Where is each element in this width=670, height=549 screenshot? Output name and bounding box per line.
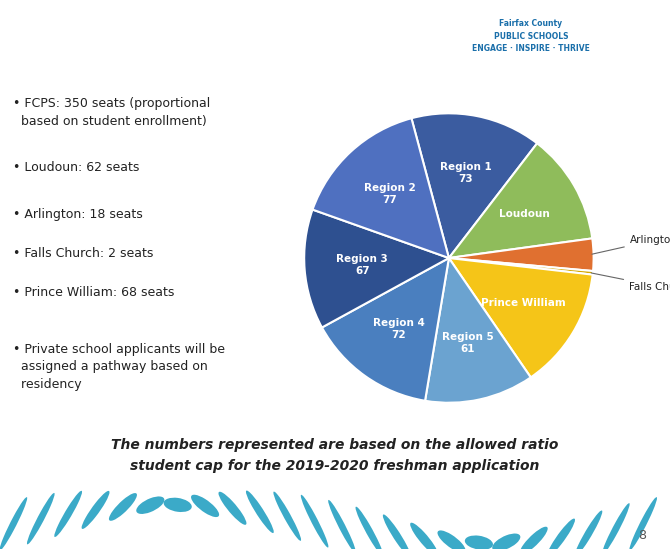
Ellipse shape bbox=[575, 511, 602, 549]
Ellipse shape bbox=[273, 491, 301, 541]
Ellipse shape bbox=[383, 514, 411, 549]
Text: Falls Church: Falls Church bbox=[591, 273, 670, 292]
Ellipse shape bbox=[218, 492, 247, 525]
Text: • FCPS: 350 seats (proportional
  based on student enrollment): • FCPS: 350 seats (proportional based on… bbox=[13, 97, 210, 128]
Text: Region 1
73: Region 1 73 bbox=[440, 162, 492, 184]
Ellipse shape bbox=[438, 530, 466, 549]
Text: The numbers represented are based on the allowed ratio
student cap for the 2019-: The numbers represented are based on the… bbox=[111, 438, 559, 473]
Ellipse shape bbox=[246, 490, 274, 533]
Ellipse shape bbox=[163, 498, 192, 512]
Wedge shape bbox=[425, 258, 531, 403]
Ellipse shape bbox=[328, 500, 356, 549]
Wedge shape bbox=[411, 113, 537, 258]
Wedge shape bbox=[449, 258, 593, 274]
Ellipse shape bbox=[82, 491, 109, 529]
Ellipse shape bbox=[629, 497, 657, 549]
Ellipse shape bbox=[27, 493, 54, 545]
Ellipse shape bbox=[0, 497, 27, 549]
Text: Region 3
67: Region 3 67 bbox=[336, 254, 388, 276]
Text: Region 5
61: Region 5 61 bbox=[442, 332, 494, 354]
Ellipse shape bbox=[109, 493, 137, 521]
Ellipse shape bbox=[520, 526, 547, 549]
Text: 8: 8 bbox=[639, 529, 647, 542]
Ellipse shape bbox=[301, 495, 328, 547]
Wedge shape bbox=[312, 118, 449, 258]
Ellipse shape bbox=[465, 535, 493, 549]
Text: Prince William: Prince William bbox=[481, 298, 565, 308]
Ellipse shape bbox=[191, 495, 219, 517]
Text: Region 4
72: Region 4 72 bbox=[373, 318, 425, 340]
Text: Loudoun: Loudoun bbox=[498, 210, 549, 220]
Ellipse shape bbox=[136, 496, 164, 514]
Text: • Falls Church: 2 seats: • Falls Church: 2 seats bbox=[13, 247, 153, 260]
Text: Region 2
77: Region 2 77 bbox=[364, 183, 416, 205]
Text: Pathway Composition: Pathway Composition bbox=[12, 28, 317, 52]
Text: • Loudoun: 62 seats: • Loudoun: 62 seats bbox=[13, 161, 139, 175]
Ellipse shape bbox=[54, 491, 82, 537]
Text: • Arlington: 18 seats: • Arlington: 18 seats bbox=[13, 208, 142, 221]
Text: • Prince William: 68 seats: • Prince William: 68 seats bbox=[13, 286, 174, 299]
Ellipse shape bbox=[356, 507, 383, 549]
Ellipse shape bbox=[602, 503, 630, 549]
Wedge shape bbox=[449, 238, 594, 271]
Ellipse shape bbox=[547, 519, 575, 549]
Ellipse shape bbox=[492, 534, 521, 549]
Wedge shape bbox=[449, 258, 593, 377]
Ellipse shape bbox=[410, 523, 438, 549]
Wedge shape bbox=[322, 258, 449, 401]
Wedge shape bbox=[449, 143, 592, 258]
Wedge shape bbox=[304, 210, 449, 328]
Text: School Board
Work Session
10/6/2020: School Board Work Session 10/6/2020 bbox=[596, 19, 657, 54]
Text: Fairfax County
PUBLIC SCHOOLS
ENGAGE · INSPIRE · THRIVE: Fairfax County PUBLIC SCHOOLS ENGAGE · I… bbox=[472, 19, 590, 53]
Text: Arlington: Arlington bbox=[592, 236, 670, 254]
Text: • Private school applicants will be
  assigned a pathway based on
  residency: • Private school applicants will be assi… bbox=[13, 343, 224, 391]
